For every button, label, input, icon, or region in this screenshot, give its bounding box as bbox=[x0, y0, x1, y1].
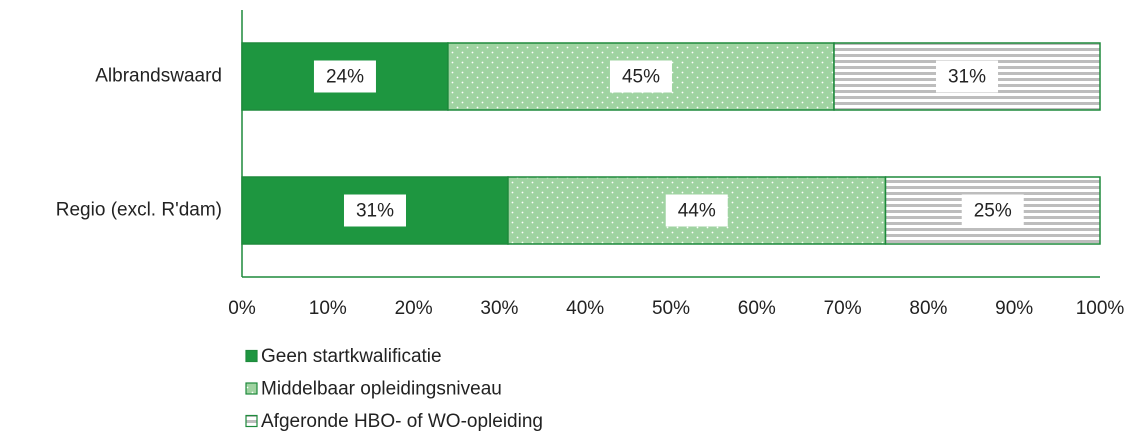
x-tick-label: 60% bbox=[738, 298, 776, 319]
x-tick-label: 100% bbox=[1076, 298, 1125, 319]
legend-label: Afgeronde HBO- of WO-opleiding bbox=[261, 411, 543, 432]
x-tick-label: 50% bbox=[652, 298, 690, 319]
x-tick-label: 10% bbox=[309, 298, 347, 319]
value-label: 44% bbox=[678, 201, 716, 222]
value-label-box bbox=[313, 60, 376, 93]
x-tick-label: 70% bbox=[824, 298, 862, 319]
x-tick-label: 20% bbox=[395, 298, 433, 319]
legend-swatch bbox=[245, 414, 258, 428]
category-label: Regio (excl. R'dam) bbox=[56, 200, 222, 221]
legend-label: Geen startkwalificatie bbox=[261, 346, 442, 367]
value-label-box bbox=[609, 60, 672, 93]
value-label: 24% bbox=[326, 67, 364, 88]
value-label-box bbox=[343, 194, 406, 227]
x-tick-label: 0% bbox=[228, 298, 256, 319]
legend-swatch bbox=[245, 349, 258, 363]
x-tick-label: 90% bbox=[995, 298, 1033, 319]
legend-swatch bbox=[245, 382, 258, 395]
value-label-box bbox=[936, 60, 999, 93]
value-label: 25% bbox=[974, 201, 1012, 222]
x-tick-label: 30% bbox=[480, 298, 518, 319]
legend-label: Middelbaar opleidingsniveau bbox=[261, 379, 502, 400]
value-label-box bbox=[665, 194, 728, 227]
category-label: Albrandswaard bbox=[95, 66, 222, 87]
value-label: 31% bbox=[948, 67, 986, 88]
value-label: 31% bbox=[356, 201, 394, 222]
value-label: 45% bbox=[622, 67, 660, 88]
x-tick-label: 40% bbox=[566, 298, 604, 319]
x-tick-label: 80% bbox=[909, 298, 947, 319]
value-label-box bbox=[961, 194, 1024, 227]
